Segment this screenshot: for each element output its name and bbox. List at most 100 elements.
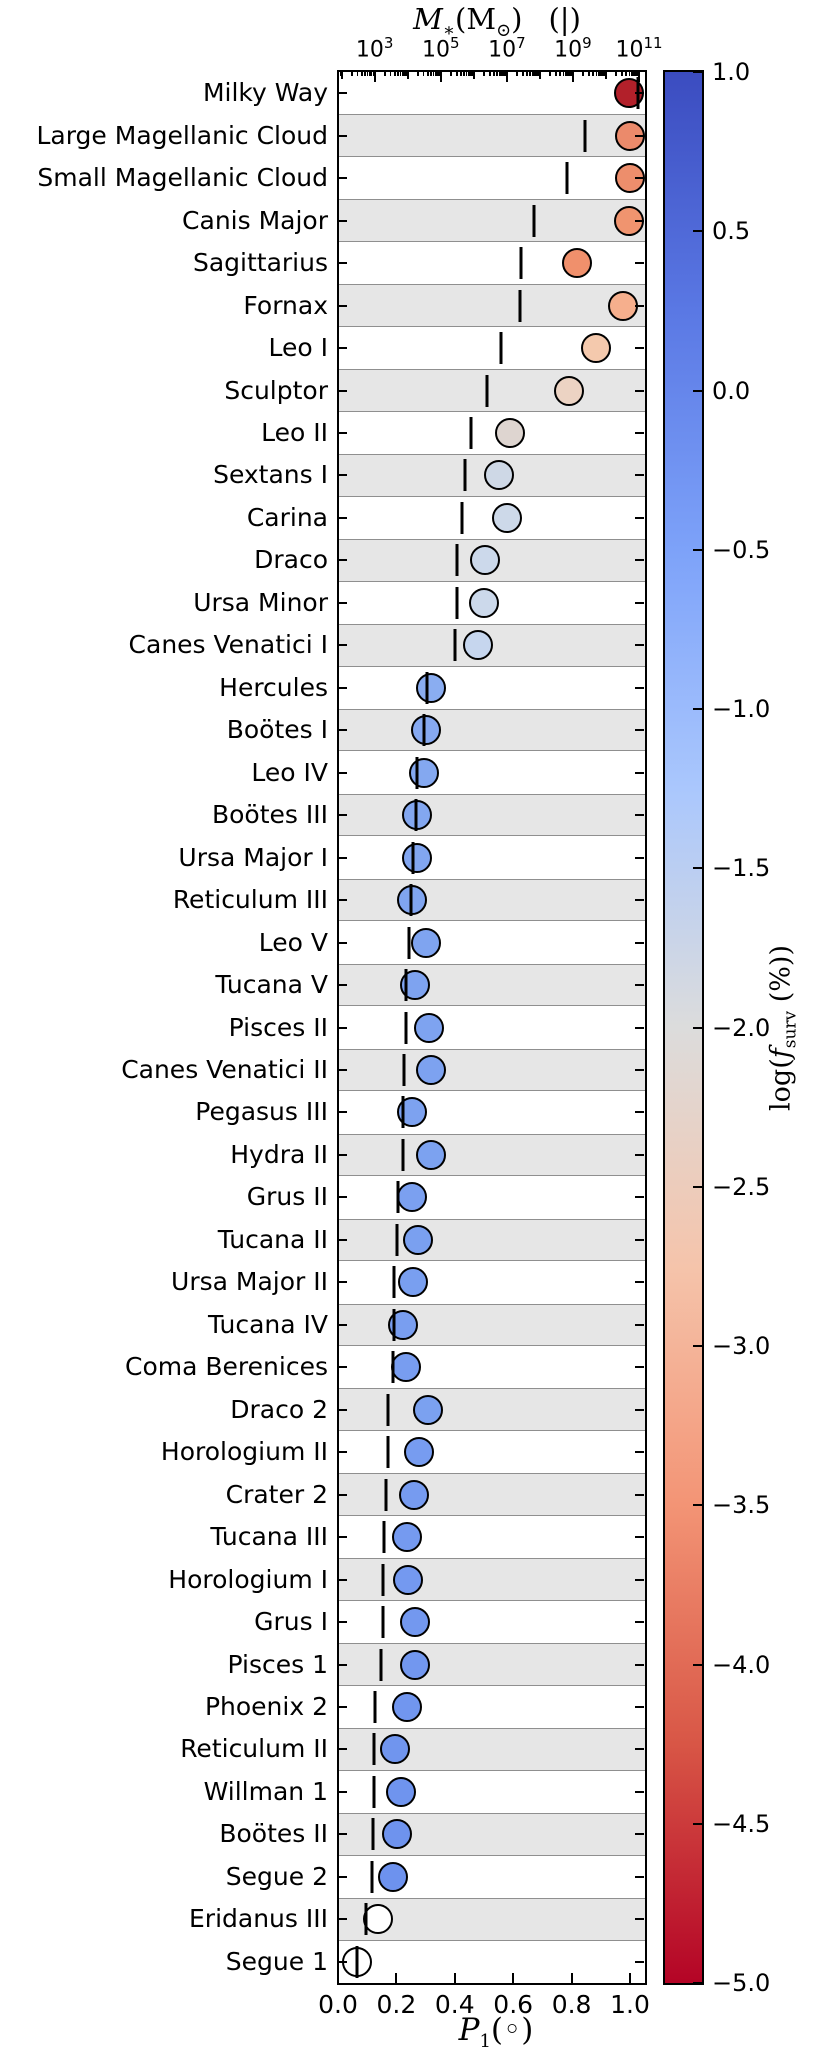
x-top-minor-tick [437, 72, 439, 76]
data-point-circle [403, 1437, 434, 1468]
y-tick-left [338, 1451, 347, 1454]
x-top-minor-tick [534, 72, 536, 76]
y-tick-right [635, 1196, 644, 1199]
row-band [337, 793, 645, 837]
y-tick-left [338, 304, 347, 307]
data-point-circle [391, 1691, 422, 1722]
x-top-tick-label: 107 [488, 34, 526, 63]
colorbar-tick [693, 389, 702, 392]
y-tick-left [338, 1578, 347, 1581]
data-point-circle [362, 1904, 393, 1935]
x-top-minor-tick [389, 72, 392, 76]
y-tick-left [338, 474, 347, 477]
y-tick-left [338, 516, 347, 519]
y-tick-left [338, 1238, 347, 1241]
y-tick-right [635, 1918, 644, 1921]
colorbar-tick [693, 71, 702, 73]
x-top-tick-label: 105 [421, 34, 460, 63]
x-bottom-tick [395, 1973, 398, 1983]
y-tick-left [338, 1621, 347, 1624]
x-bottom-tick [570, 1973, 573, 1983]
y-tick-left [338, 134, 347, 137]
row-label: Reticulum III [172, 885, 328, 915]
x-top-minor-tick [562, 72, 564, 76]
row-label: Tucana IV [208, 1309, 328, 1339]
mstar-tick-line [453, 629, 457, 662]
data-point-circle [553, 375, 584, 406]
colorbar-tick [693, 1504, 702, 1507]
row-label: Grus I [254, 1607, 328, 1637]
sun-symbol-icon: ⊙ [496, 20, 512, 41]
row-label: Hydra II [230, 1139, 328, 1169]
y-tick-right [635, 814, 644, 817]
y-tick-right [635, 389, 644, 392]
colorbar-label-sub: surv [780, 1010, 801, 1049]
x-bottom-tick [453, 1973, 456, 1983]
data-point-circle [398, 1267, 429, 1298]
bottom-axis-title-sub: 1 [479, 2031, 491, 2052]
row-label: Draco 2 [230, 1394, 328, 1424]
colorbar-tick [693, 1822, 702, 1825]
mstar-tick-line [460, 501, 464, 534]
y-tick-right [635, 644, 644, 647]
mstar-tick-line [364, 1903, 368, 1936]
x-top-minor-tick [637, 72, 639, 76]
row-label: Phoenix 2 [204, 1691, 328, 1721]
mstar-tick-line [415, 756, 419, 789]
x-top-decade-tick [538, 72, 541, 79]
mstar-tick-line [386, 1393, 390, 1426]
y-tick-left [338, 814, 347, 817]
data-point-circle [470, 545, 501, 576]
row-band [337, 1133, 645, 1177]
data-point-circle [379, 1734, 410, 1765]
y-tick-right [635, 92, 644, 95]
mstar-tick-line [519, 247, 523, 280]
row-band [337, 963, 645, 1007]
row-label: Canes Venatici I [128, 630, 328, 660]
x-bottom-tick-label: 0.2 [376, 1990, 417, 2019]
mstar-tick-line [565, 162, 569, 195]
x-top-minor-tick [526, 72, 528, 76]
y-tick-right [635, 1621, 644, 1624]
y-tick-right [635, 1536, 644, 1539]
x-top-minor-tick [372, 72, 375, 76]
colorbar-tick [693, 1345, 702, 1347]
row-label: Leo I [268, 333, 329, 363]
row-band [337, 369, 645, 412]
x-top-minor-tick [529, 72, 531, 76]
data-point-circle [396, 1182, 427, 1213]
mstar-tick-line [404, 1011, 408, 1044]
x-top-minor-tick [532, 72, 534, 76]
x-top-minor-tick [598, 72, 600, 76]
y-tick-right [635, 1833, 644, 1836]
top-axis-title-sub: ∗ [442, 20, 456, 41]
x-top-decade-tick [604, 72, 607, 79]
data-point-circle [401, 842, 432, 873]
x-top-minor-tick [339, 72, 342, 76]
y-tick-left [338, 177, 347, 180]
mstar-tick-line [392, 1266, 396, 1299]
row-label: Reticulum II [180, 1734, 328, 1764]
row-label: Ursa Major II [171, 1267, 328, 1297]
colorbar-label-pre: log( [765, 1058, 797, 1111]
mstar-tick-line [407, 926, 411, 959]
x-top-minor-tick [496, 72, 498, 76]
mstar-tick-line [373, 1690, 377, 1723]
x-bottom-tick [337, 1973, 339, 1983]
x-top-minor-tick [465, 72, 468, 76]
row-label: Hercules [219, 672, 328, 702]
x-top-minor-tick [489, 72, 491, 76]
data-point-circle [416, 1139, 447, 1170]
y-tick-left [338, 1153, 347, 1156]
top-axis-title: M∗(M⊙) (|) [413, 2, 581, 41]
x-top-minor-tick [356, 72, 359, 76]
x-top-minor-tick [394, 72, 396, 76]
data-point-circle [416, 1054, 447, 1085]
mstar-tick-line [384, 1478, 388, 1511]
y-tick-right [635, 1663, 644, 1666]
row-band [337, 114, 645, 157]
y-tick-left [338, 1026, 347, 1029]
row-label: Segue 2 [225, 1861, 328, 1891]
x-top-minor-tick [422, 72, 425, 76]
x-top-minor-tick [463, 72, 465, 76]
